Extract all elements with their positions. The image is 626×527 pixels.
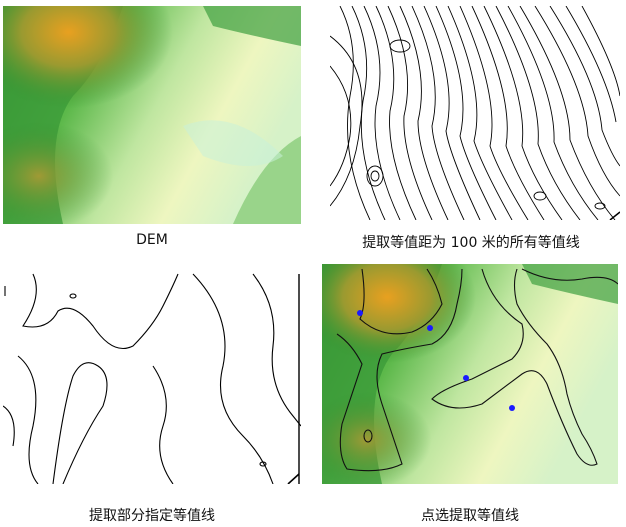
selected-contours-svg — [3, 266, 301, 484]
all-contours-image — [330, 6, 620, 220]
pick-point — [427, 325, 433, 331]
caption-pick-contours: 点选提取等值线 — [322, 505, 618, 525]
dem-image — [3, 6, 301, 224]
caption-dem: DEM — [3, 232, 301, 248]
pick-contours-image — [322, 264, 618, 484]
caption-selected-contours: 提取部分指定等值线 — [3, 505, 301, 525]
caption-all-contours: 提取等值距为 100 米的所有等值线 — [318, 232, 624, 252]
all-contours-svg — [330, 6, 620, 220]
pick-point — [463, 375, 469, 381]
pick-point — [357, 310, 363, 316]
pick-point — [509, 405, 515, 411]
pick-contours-svg — [322, 264, 618, 484]
selected-contours-image — [3, 266, 301, 484]
dem-svg — [3, 6, 301, 224]
